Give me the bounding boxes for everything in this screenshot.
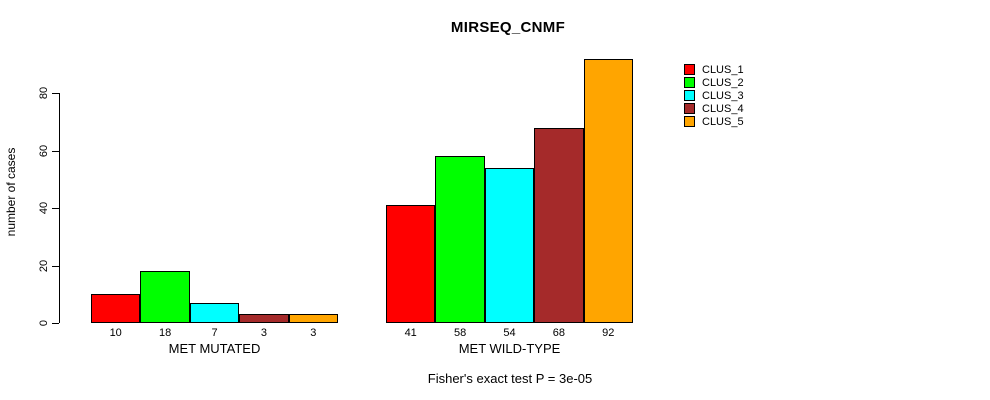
- y-axis-line: [59, 93, 60, 323]
- y-tick-mark: [52, 323, 59, 324]
- bar-value-label: 58: [453, 327, 467, 339]
- chart-title: MIRSEQ_CNMF: [450, 19, 566, 36]
- legend-label: CLUS_5: [702, 115, 744, 128]
- y-tick-label: 20: [38, 259, 50, 272]
- y-tick-label: 80: [38, 86, 50, 100]
- legend-label: CLUS_4: [702, 102, 744, 115]
- legend-swatch-icon: [684, 116, 695, 127]
- legend-swatch-icon: [684, 90, 695, 101]
- bar-met-wild-type-clus_1: [386, 205, 436, 323]
- bar-met-wild-type-clus_3: [484, 167, 535, 323]
- bar-value-label: 41: [404, 327, 417, 339]
- legend-item-clus_1: CLUS_1: [684, 63, 744, 76]
- legend-item-clus_2: CLUS_2: [684, 76, 744, 89]
- bar-value-label: 10: [109, 327, 122, 339]
- group-label: MET WILD-TYPE: [458, 341, 561, 356]
- y-tick-mark: [52, 208, 59, 209]
- legend-swatch-icon: [684, 103, 695, 114]
- bar-met-mutated-clus_5: [288, 314, 338, 323]
- bar-met-wild-type-clus_5: [583, 58, 633, 323]
- bar-met-wild-type-clus_4: [534, 127, 584, 323]
- y-tick-mark: [52, 265, 59, 267]
- legend-item-clus_3: CLUS_3: [684, 89, 744, 102]
- bar-value-label: 7: [211, 327, 218, 339]
- group-label: MET MUTATED: [168, 341, 261, 356]
- y-tick-label: 0: [38, 319, 50, 327]
- annotation-text: Fisher's exact test P = 3e-05: [427, 371, 593, 386]
- bar-met-mutated-clus_2: [140, 271, 190, 323]
- legend-label: CLUS_1: [702, 63, 744, 76]
- bar-met-mutated-clus_4: [239, 314, 289, 323]
- y-tick-label: 60: [38, 144, 50, 157]
- y-axis-label: number of cases: [4, 147, 18, 237]
- bar-value-label: 3: [310, 327, 317, 339]
- y-tick-label: 40: [38, 201, 50, 215]
- y-tick-mark: [52, 93, 59, 94]
- bar-met-wild-type-clus_2: [435, 156, 485, 323]
- legend-item-clus_5: CLUS_5: [684, 115, 744, 128]
- bar-value-label: 18: [158, 327, 172, 339]
- y-tick-mark: [52, 150, 59, 152]
- bar-value-label: 68: [552, 327, 566, 339]
- bar-met-mutated-clus_3: [189, 302, 240, 323]
- legend-swatch-icon: [684, 64, 695, 75]
- bar-value-label: 3: [260, 327, 267, 339]
- legend: CLUS_1 CLUS_2 CLUS_3 CLUS_4 CLUS_5: [684, 63, 744, 128]
- legend-label: CLUS_2: [702, 76, 744, 89]
- bar-value-label: 92: [602, 327, 615, 339]
- bar-value-label: 54: [503, 327, 516, 339]
- legend-item-clus_4: CLUS_4: [684, 102, 744, 115]
- legend-label: CLUS_3: [702, 89, 744, 102]
- legend-swatch-icon: [684, 77, 695, 88]
- bar-met-mutated-clus_1: [91, 294, 141, 323]
